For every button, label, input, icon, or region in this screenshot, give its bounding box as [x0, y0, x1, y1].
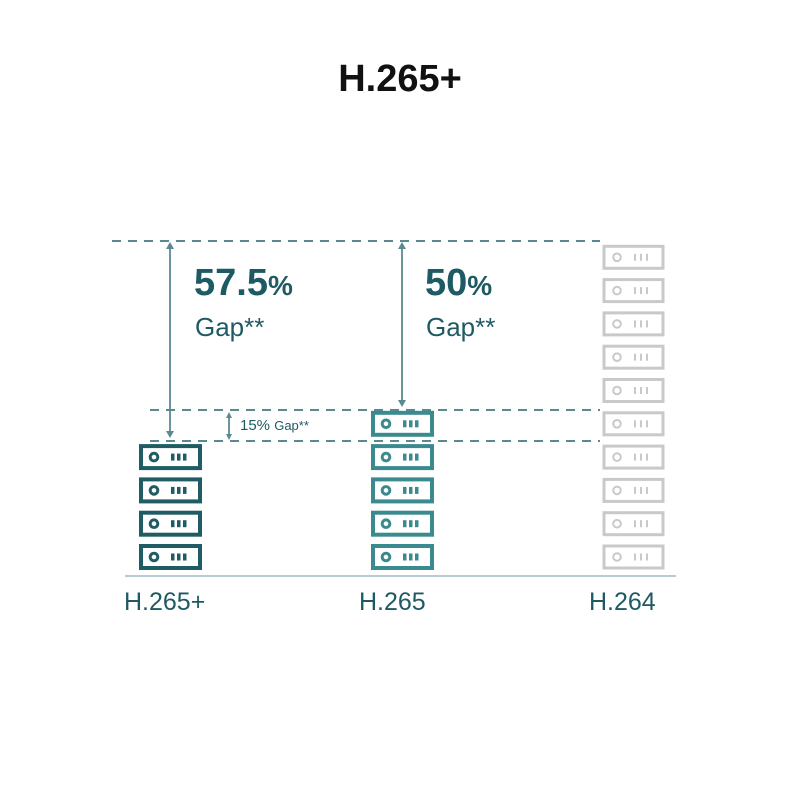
- server-icon: [371, 477, 434, 504]
- page-title: H.265+: [338, 58, 462, 100]
- server-icon: [371, 410, 434, 437]
- server-icon: [602, 344, 665, 370]
- server-icon: [139, 444, 202, 471]
- unit: %: [467, 270, 493, 301]
- server-icon: [602, 511, 665, 537]
- server-icon: [602, 477, 665, 503]
- server-icon: [371, 444, 434, 471]
- server-icon: [602, 278, 665, 304]
- gap-h265plus-value: 57.5%: [194, 262, 293, 305]
- server-icon: [602, 378, 665, 403]
- server-icon: [602, 244, 665, 270]
- server-icon: [602, 444, 665, 470]
- server-icon: [602, 311, 665, 337]
- server-icon: [139, 510, 202, 537]
- column-label-h265: H.265: [359, 588, 426, 616]
- value: 15%: [240, 417, 271, 434]
- gap-step: 15% Gap**: [240, 417, 309, 434]
- server-icon: [602, 411, 665, 437]
- gap-h265-label: Gap**: [426, 312, 496, 342]
- column-label-h265plus: H.265+: [124, 588, 206, 616]
- value: 57.5: [194, 262, 268, 304]
- server-icon: [602, 544, 665, 570]
- unit: %: [267, 270, 293, 301]
- gap-h265-value: 50%: [425, 262, 492, 305]
- label: Gap**: [274, 418, 309, 433]
- server-icon: [139, 477, 202, 504]
- server-icon: [371, 544, 434, 570]
- column-label-h264: H.264: [589, 588, 656, 616]
- server-icon: [139, 544, 202, 570]
- gap-h265plus-label: Gap**: [195, 312, 265, 342]
- server-icon: [371, 510, 434, 537]
- value: 50: [425, 262, 468, 304]
